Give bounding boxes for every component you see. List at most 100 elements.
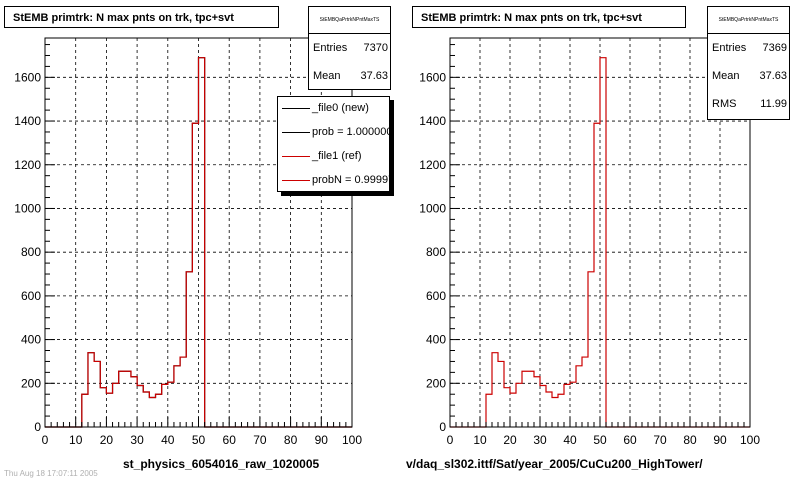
right-series-0-bin-7 [528,371,534,427]
legend-entry-prob: prob = 1.000000 [278,121,389,145]
right-xtick-label-7: 70 [653,433,667,447]
right-series-0-bin-12 [558,394,564,427]
left-series-1-bin-9 [137,385,143,427]
left-series-1-bin-14 [168,382,174,427]
legend-swatch-prob [282,132,310,133]
right-series-0-bin-18 [594,123,600,427]
left-series-1-bin-5 [113,383,119,427]
left-series-1-bin-19 [199,58,205,427]
right-ytick-label-4: 800 [426,245,446,259]
left-xtick-label-6: 60 [223,433,237,447]
right-xtick-label-0: 0 [447,433,454,447]
right-series-0-bin-9 [540,385,546,427]
left-series-1-bin-15 [174,366,180,427]
right-xtick-label-2: 20 [503,433,517,447]
right-series-0-bin-17 [588,272,594,427]
left-stats-mean-row: Mean 37.63 [309,62,390,89]
right-histogram-title: StEMB primtrk: N max pnts on trk, tpc+sv… [412,6,686,28]
right-stats-mean-label: Mean [712,70,740,82]
right-stats-entries-value: 7369 [762,42,787,54]
right-stats-box: StEMBQaPrtrkNPntMaxTS Entries 7369 Mean … [707,6,790,120]
legend-entry-file0: _file0 (new) [278,97,389,121]
left-stats-entries-row: Entries 7370 [309,34,390,62]
left-xtick-label-9: 90 [315,433,329,447]
right-stats-rms-label: RMS [712,98,737,110]
right-xtick-label-10: 100 [740,433,760,447]
right-series-0-bin-19 [600,58,606,427]
right-xtick-label-1: 10 [473,433,487,447]
left-series-1-line [45,57,352,428]
left-series-1-bin-3 [100,388,106,427]
left-series-1-bin-18 [192,123,198,427]
right-xtick-label-4: 40 [563,433,577,447]
right-series-0-bin-5 [516,383,522,427]
left-series-1-bin-8 [131,377,137,427]
right-ytick-label-0: 0 [439,420,446,434]
left-ytick-label-7: 1400 [14,114,41,128]
left-xtick-label-8: 80 [284,433,298,447]
right-series-0-bin-6 [522,371,528,427]
left-ytick-label-4: 800 [21,245,41,259]
left-series-1-bin-17 [186,272,192,427]
left-histogram-title: StEMB primtrk: N max pnts on trk, tpc+sv… [4,6,279,28]
right-xtick-label-8: 80 [683,433,697,447]
right-xtick-label-3: 30 [533,433,547,447]
right-series-0-bin-3 [504,388,510,427]
left-ytick-label-5: 1000 [14,201,41,215]
legend-label-file0: _file0 (new) [312,102,369,114]
right-series-0-line [450,57,750,428]
right-stats-mean-row: Mean 37.63 [708,62,789,90]
left-series-1-bin-4 [106,393,112,427]
right-series-0-bin-0 [486,394,492,427]
left-stats-box: StEMBQaPrtrkNPntMaxTS Entries 7370 Mean … [308,6,391,90]
right-ytick-label-6: 1200 [419,158,446,172]
right-ytick-label-7: 1400 [419,114,446,128]
right-histogram-svg: 0 10 20 30 40 50 60 70 80 90 100020040060080010001… [419,37,760,447]
left-stats-name: StEMBQaPrtrkNPntMaxTS [309,7,390,34]
left-series-1-bin-11 [149,397,155,427]
right-xtick-label-5: 50 [593,433,607,447]
left-ytick-label-2: 400 [21,333,41,347]
left-stats-entries-label: Entries [313,42,348,54]
left-series-1-bin-1 [88,353,94,427]
right-ytick-label-1: 200 [426,376,446,390]
right-series-0-bin-15 [576,366,582,427]
left-xtick-label-0: 0 [42,433,49,447]
left-xtick-label-1: 10 [69,433,83,447]
left-histogram-svg: 0 10 20 30 40 50 60 70 80 90 100020040060080010001… [14,37,362,447]
right-xtick-label-9: 90 [713,433,727,447]
legend-label-prob: prob = 1.000000 [312,126,390,138]
right-ytick-label-5: 1000 [419,201,446,215]
left-series-1-bin-12 [156,394,162,427]
right-series-0-bin-14 [570,382,576,427]
right-stats-rms-value: 11.99 [760,98,787,110]
right-series-0-bin-16 [582,357,588,427]
left-xtick-label-4: 40 [161,433,175,447]
left-series-1-bin-6 [119,371,125,427]
left-ytick-label-6: 1200 [14,158,41,172]
right-series-0-bin-8 [534,377,540,427]
left-ytick-label-1: 200 [21,376,41,390]
left-series-1-bin-13 [162,384,168,427]
right-stats-entries-row: Entries 7369 [708,34,789,62]
right-series-0-bin-10 [546,392,552,427]
left-ytick-label-8: 1600 [14,70,41,84]
left-xaxis-label: st_physics_6054016_raw_1020005 [123,457,320,471]
left-stats-entries-value: 7370 [363,42,388,54]
right-xaxis-label: v/daq_sl302.ittf/Sat/year_2005/CuCu200_H… [406,457,703,471]
right-series-0-bin-2 [498,361,504,427]
legend-swatch-file1 [282,156,310,157]
left-series-1-bin-7 [125,371,131,427]
legend-entry-probn: probN = 0.999977 [278,169,389,191]
legend-entry-file1: _file1 (ref) [278,145,389,169]
right-stats-mean-value: 37.63 [759,70,787,82]
left-ytick-label-3: 600 [21,289,41,303]
right-stats-entries-label: Entries [712,42,747,54]
left-series-1-bin-0 [82,394,88,427]
left-histogram-pad: 0 10 20 30 40 50 60 70 80 90 100 0 200 400 600 800 1000 1… [0,0,400,480]
right-series-0-bin-4 [510,393,516,427]
right-ytick-label-2: 400 [426,333,446,347]
right-series-0-bin-13 [564,384,570,427]
left-stats-mean-value: 37.63 [360,70,388,82]
legend-label-file1: _file1 (ref) [312,150,362,162]
